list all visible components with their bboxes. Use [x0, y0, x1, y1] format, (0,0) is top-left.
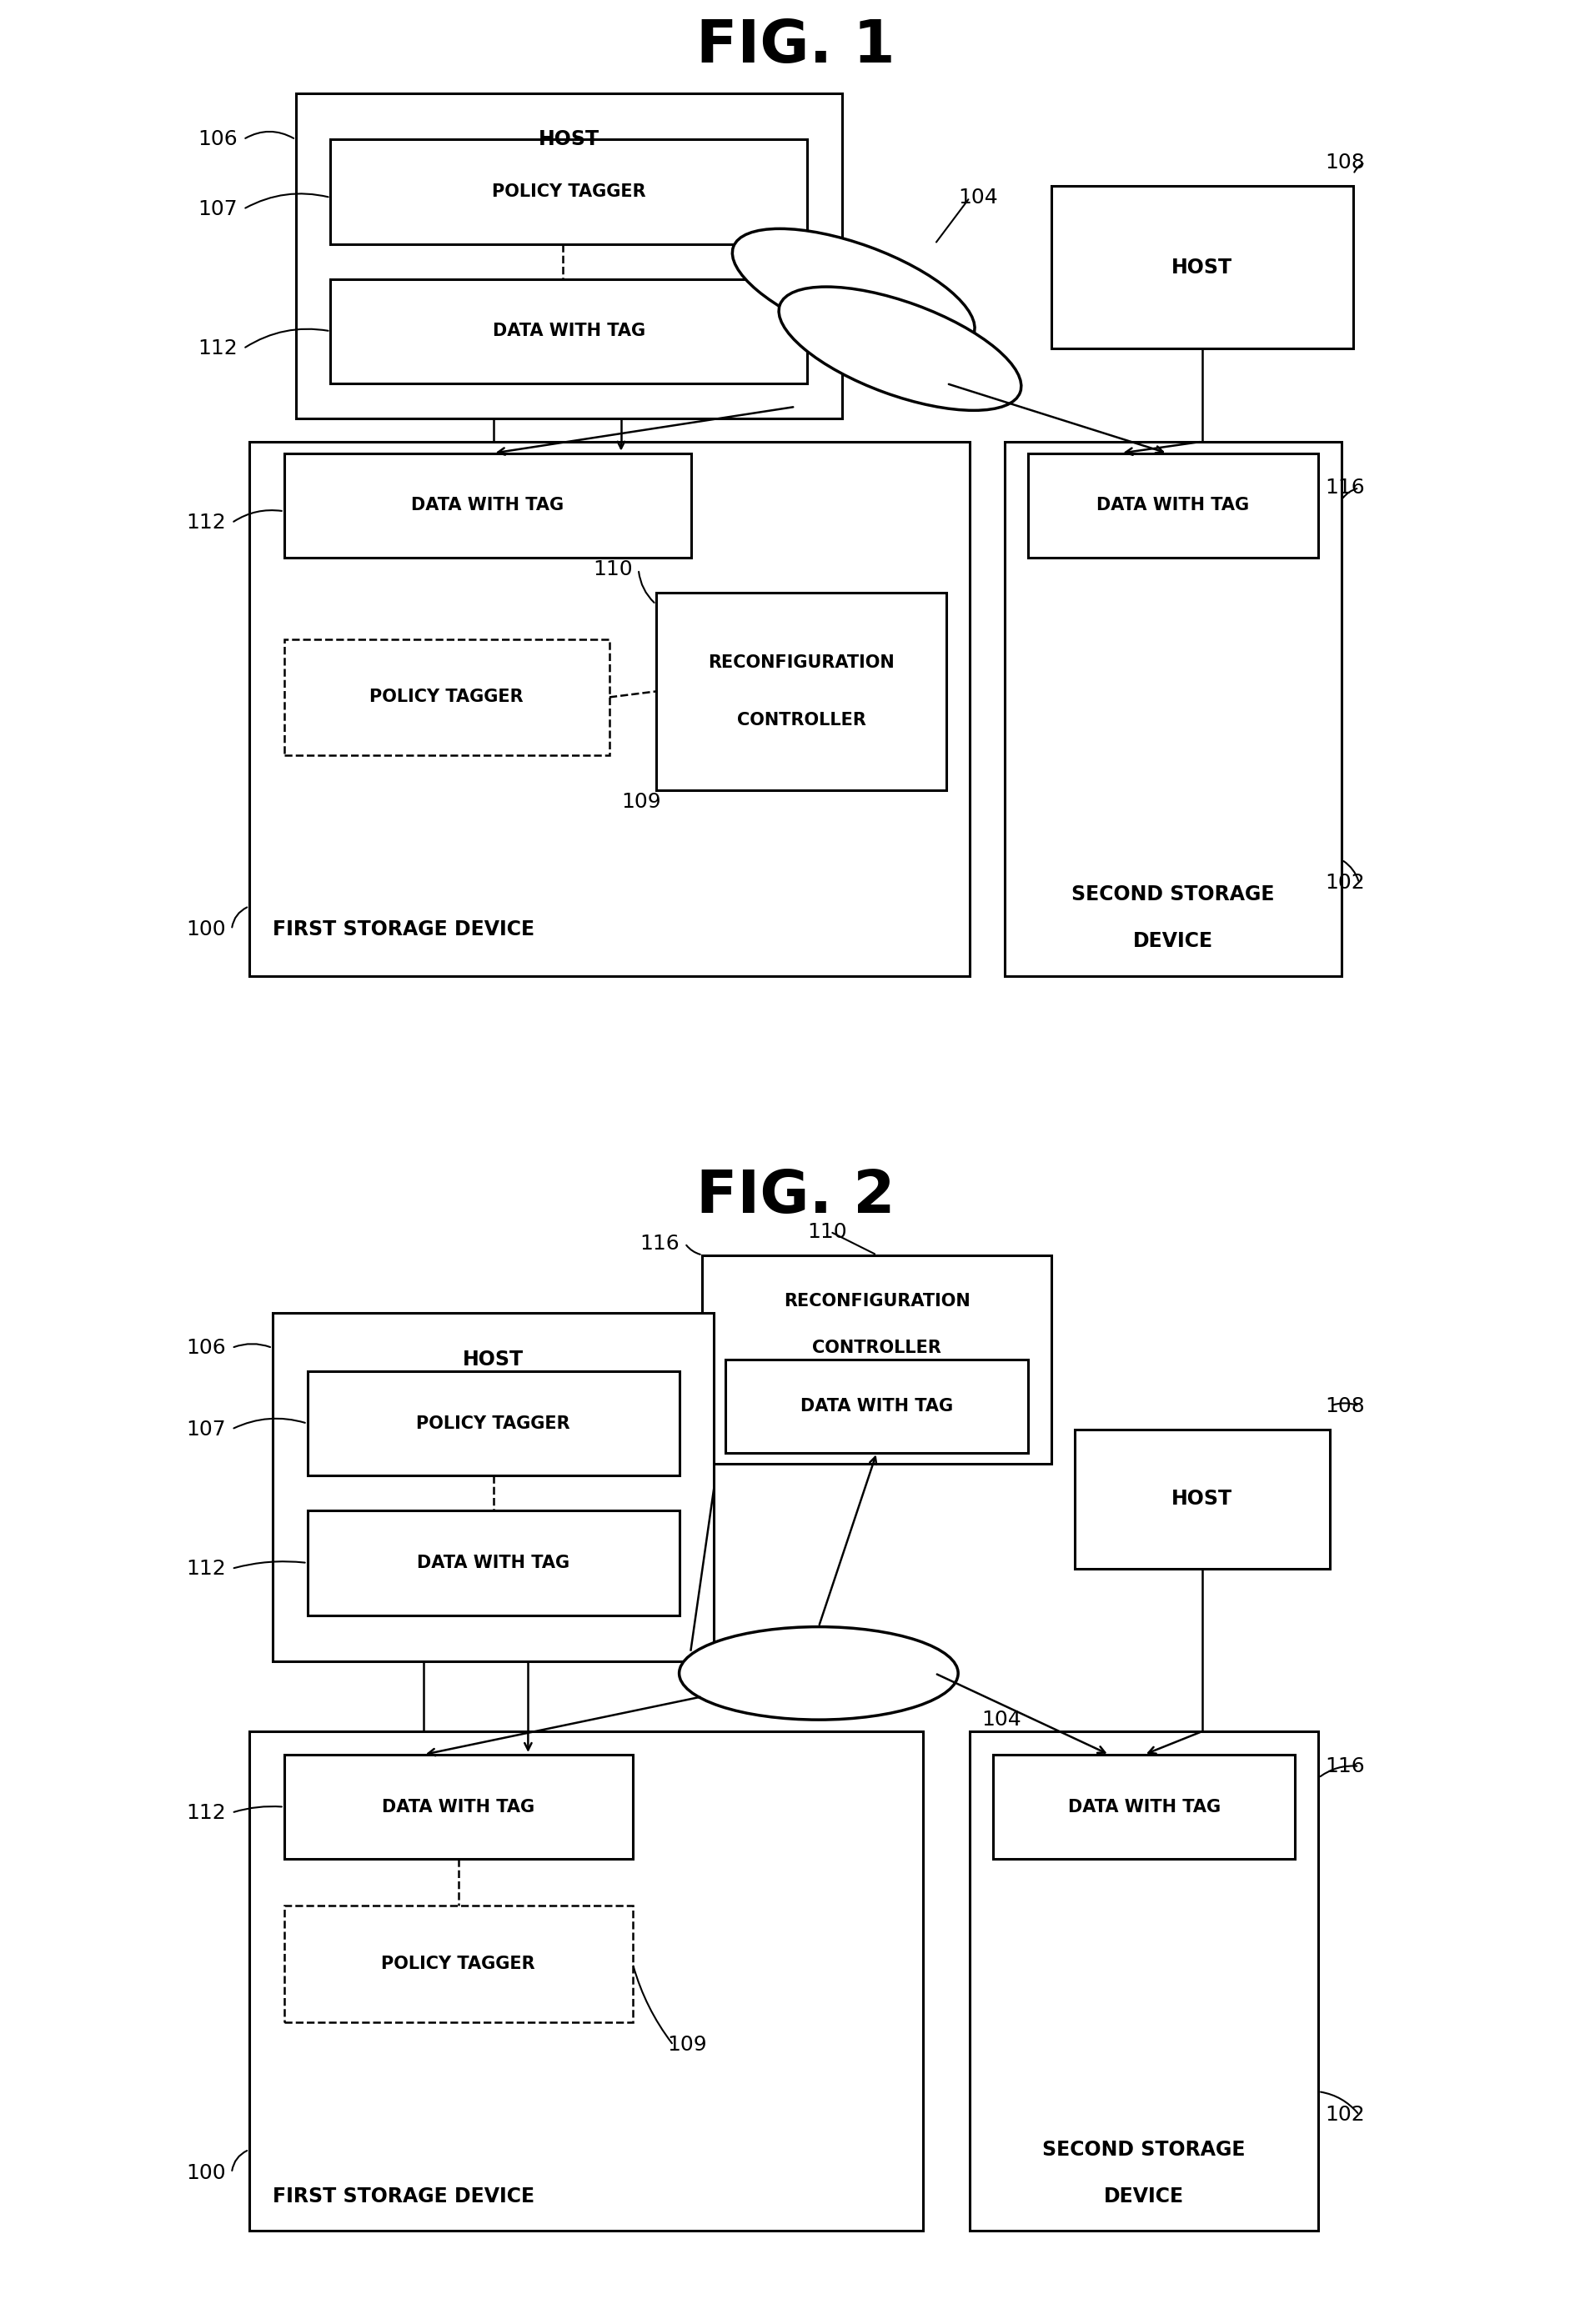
Bar [307, 1371, 679, 1476]
Text: DATA WITH TAG: DATA WITH TAG [1096, 497, 1248, 514]
Text: 116: 116 [1324, 479, 1364, 497]
Text: DATA WITH TAG: DATA WITH TAG [800, 1397, 952, 1415]
Text: 107: 107 [197, 200, 237, 218]
Text: DEVICE: DEVICE [1132, 932, 1213, 951]
Text: 112: 112 [186, 1559, 226, 1578]
Text: CONTROLLER: CONTROLLER [736, 711, 865, 730]
Text: 110: 110 [593, 560, 633, 579]
Text: 100: 100 [186, 2164, 226, 2182]
Text: 110: 110 [806, 1222, 846, 1241]
Text: 116: 116 [639, 1234, 679, 1253]
Bar [250, 442, 970, 976]
Text: 108: 108 [1324, 153, 1364, 172]
Text: CONTROLLER: CONTROLLER [812, 1339, 941, 1357]
Text: 106: 106 [197, 130, 237, 149]
Text: SECOND STORAGE: SECOND STORAGE [1072, 885, 1274, 904]
Text: POLICY TAGGER: POLICY TAGGER [417, 1415, 569, 1432]
Bar [285, 1755, 633, 1859]
Text: DATA WITH TAG: DATA WITH TAG [1067, 1799, 1220, 1815]
Text: DATA WITH TAG: DATA WITH TAG [410, 497, 563, 514]
Text: 116: 116 [1324, 1757, 1364, 1776]
Bar [1005, 442, 1340, 976]
Text: RECONFIGURATION: RECONFIGURATION [784, 1292, 970, 1311]
Text: POLICY TAGGER: POLICY TAGGER [382, 1954, 536, 1973]
Bar [250, 1731, 922, 2231]
Text: 102: 102 [1324, 874, 1364, 892]
Text: FIRST STORAGE DEVICE: FIRST STORAGE DEVICE [272, 2187, 534, 2205]
Bar [1051, 186, 1353, 349]
Text: RECONFIGURATION: RECONFIGURATION [708, 653, 894, 672]
Ellipse shape [779, 286, 1021, 411]
Bar [285, 1906, 633, 2022]
Text: 108: 108 [1324, 1397, 1364, 1415]
Text: HOST: HOST [537, 130, 599, 149]
Text: 109: 109 [620, 792, 660, 811]
Text: FIG. 1: FIG. 1 [695, 19, 895, 74]
Text: HOST: HOST [463, 1350, 523, 1369]
Text: 106: 106 [186, 1339, 226, 1357]
Text: FIRST STORAGE DEVICE: FIRST STORAGE DEVICE [272, 920, 534, 939]
Text: DEVICE: DEVICE [1103, 2187, 1183, 2205]
Bar [272, 1313, 714, 1662]
Text: 104: 104 [957, 188, 997, 207]
Bar [1027, 453, 1318, 558]
Text: DATA WITH TAG: DATA WITH TAG [382, 1799, 534, 1815]
Text: 107: 107 [186, 1420, 226, 1439]
Bar [970, 1731, 1318, 2231]
Bar [296, 93, 841, 418]
Text: 112: 112 [186, 1803, 226, 1822]
Bar [285, 453, 690, 558]
Text: FIG. 2: FIG. 2 [696, 1169, 894, 1225]
Text: HOST: HOST [1172, 1490, 1232, 1508]
Text: 100: 100 [186, 920, 226, 939]
Bar [331, 139, 806, 244]
Bar [655, 593, 946, 790]
Bar [1073, 1429, 1329, 1569]
Text: POLICY TAGGER: POLICY TAGGER [491, 184, 646, 200]
Text: POLICY TAGGER: POLICY TAGGER [369, 688, 523, 706]
Bar [725, 1360, 1027, 1452]
Bar [331, 279, 806, 383]
Text: DATA WITH TAG: DATA WITH TAG [417, 1555, 569, 1571]
Bar [307, 1511, 679, 1615]
Text: HOST: HOST [1172, 258, 1232, 277]
Text: 104: 104 [981, 1710, 1021, 1729]
Bar [703, 1255, 1051, 1464]
Text: 112: 112 [197, 339, 237, 358]
Text: 112: 112 [186, 514, 226, 532]
Text: 109: 109 [668, 2036, 708, 2054]
Ellipse shape [731, 228, 975, 353]
Bar [285, 639, 609, 755]
Text: 102: 102 [1324, 2106, 1364, 2124]
Bar [992, 1755, 1294, 1859]
Text: DATA WITH TAG: DATA WITH TAG [493, 323, 646, 339]
Text: SECOND STORAGE: SECOND STORAGE [1041, 2140, 1245, 2159]
Ellipse shape [679, 1627, 957, 1720]
